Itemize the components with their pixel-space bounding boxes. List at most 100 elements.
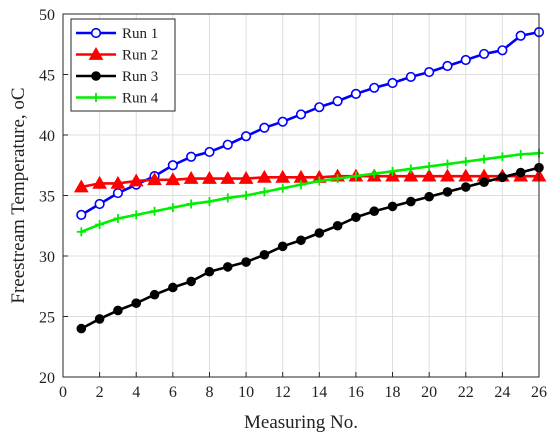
circle-marker [90, 27, 102, 39]
legend-label: Run 1 [122, 26, 158, 42]
x-tick-label: 4 [132, 384, 140, 401]
circle-marker [259, 122, 270, 133]
dot-marker [479, 177, 489, 187]
triangle-marker [165, 172, 181, 186]
y-axis-title-text: Freestream Temperature, [8, 110, 29, 304]
legend-item: Run 3 [76, 69, 158, 85]
y-tick-label: 30 [39, 249, 55, 266]
circle-marker [112, 187, 124, 199]
circle-marker [497, 45, 508, 56]
y-axis-title-unit: oC [8, 87, 29, 109]
y-axis-title: Freestream Temperature, oC [8, 87, 29, 303]
plus-marker [296, 180, 306, 190]
plus-marker [113, 213, 123, 223]
series-layer [73, 27, 547, 334]
x-tick-label: 26 [531, 384, 547, 401]
dot-marker [186, 276, 196, 287]
circle-marker [76, 209, 87, 220]
x-tick-label: 18 [385, 384, 401, 401]
triangle-marker [440, 168, 455, 182]
circle-marker [515, 30, 526, 41]
dot-marker [76, 323, 87, 334]
x-tick-label: 14 [311, 384, 327, 401]
triangle-marker [92, 175, 107, 189]
series-line [80, 151, 540, 234]
dot-marker [515, 167, 526, 178]
y-tick-label: 20 [39, 370, 55, 387]
circle-marker [314, 102, 325, 113]
triangle-marker [238, 171, 254, 184]
triangle-marker [147, 172, 162, 186]
triangle-marker [220, 171, 236, 184]
plus-marker [95, 220, 105, 230]
plus-marker [278, 183, 288, 193]
plus-marker [186, 199, 196, 209]
dot-marker [241, 257, 251, 267]
x-tick-label: 2 [96, 384, 104, 401]
y-tick-label: 50 [39, 7, 55, 24]
plus-marker [461, 157, 471, 167]
plus-marker [406, 164, 416, 174]
circle-marker [277, 116, 288, 127]
plus-marker [259, 187, 269, 197]
triangle-marker [128, 173, 144, 187]
y-tick-label: 45 [39, 68, 55, 85]
legend-box [70, 18, 176, 112]
dot-marker [91, 71, 101, 81]
plus-marker [442, 159, 452, 169]
x-axis-title: Measuring No. [244, 412, 358, 433]
triangle-marker [275, 169, 291, 183]
y-tick-label: 25 [39, 310, 55, 327]
circle-marker [332, 96, 343, 107]
circle-marker [295, 109, 307, 120]
x-tick-label: 24 [494, 384, 510, 401]
plus-marker [241, 191, 251, 200]
circle-marker [387, 77, 398, 89]
triangle-marker [403, 168, 419, 182]
triangle-marker [183, 171, 199, 184]
dot-marker [424, 191, 434, 202]
plus-marker [516, 149, 526, 159]
plus-marker [91, 93, 101, 102]
plus-marker [76, 227, 86, 237]
x-tick-label: 6 [169, 384, 177, 401]
dot-marker [314, 228, 325, 238]
plus-marker [131, 210, 141, 220]
circle-marker [167, 160, 178, 171]
legend-item: Run 1 [76, 26, 158, 42]
plus-marker [314, 176, 324, 186]
plus-marker [369, 169, 379, 179]
circle-marker [240, 131, 252, 142]
circle-marker [186, 151, 197, 162]
dot-marker [259, 249, 270, 260]
circle-marker [94, 198, 105, 210]
plus-marker [388, 166, 398, 176]
dot-marker [277, 241, 288, 252]
x-tick-label: 8 [205, 384, 213, 401]
dot-marker [113, 305, 123, 316]
plus-marker [479, 154, 489, 164]
circle-marker [405, 71, 416, 83]
triangle-marker [73, 179, 89, 193]
plus-marker [351, 171, 361, 181]
legend: Run 1 Run 2 Run 3 Run 4 [70, 18, 176, 112]
dot-marker [168, 282, 178, 293]
circle-marker [350, 88, 362, 99]
plus-marker [204, 197, 214, 207]
dot-marker [204, 266, 215, 277]
circle-marker [204, 146, 215, 158]
dot-marker [442, 187, 453, 197]
dot-marker [222, 262, 233, 272]
triangle-marker [257, 169, 272, 183]
dot-marker [94, 314, 105, 324]
triangle-marker [110, 175, 126, 189]
y-tick-label: 40 [39, 128, 55, 145]
series-2 [73, 168, 547, 193]
x-tick-label: 12 [275, 384, 291, 401]
circle-marker [424, 66, 435, 78]
dot-marker [332, 220, 343, 231]
triangle-marker [202, 171, 217, 184]
dot-marker [406, 196, 416, 207]
plus-marker [333, 174, 343, 184]
